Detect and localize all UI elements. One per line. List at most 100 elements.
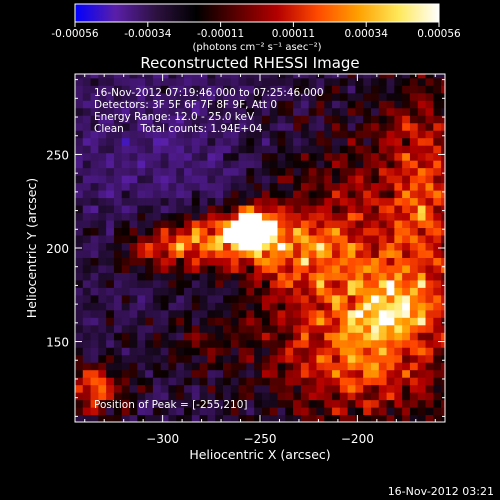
heatmap-cell (293, 399, 302, 408)
heatmap-cell (129, 167, 138, 176)
heatmap-cell (113, 137, 123, 146)
heatmap-cell (409, 190, 419, 199)
heatmap-cell (300, 264, 310, 273)
heatmap-cell (269, 414, 279, 422)
heatmap-cell (137, 339, 146, 348)
heatmap-cell (277, 242, 286, 251)
heatmap-cell (378, 107, 388, 116)
heatmap-cell (238, 257, 247, 266)
heatmap-cell (121, 369, 131, 378)
heatmap-cell (394, 115, 403, 124)
heatmap-cell (184, 309, 193, 318)
heatmap-cell (160, 92, 170, 101)
heatmap-cell (82, 219, 92, 229)
heatmap-cell (199, 309, 209, 318)
heatmap-cell (285, 324, 294, 333)
heatmap-cell (90, 287, 99, 296)
heatmap-cell (223, 377, 232, 386)
heatmap-cell (269, 264, 279, 273)
heatmap-cell (269, 362, 279, 371)
heatmap-cell (113, 197, 123, 206)
heatmap-cell (82, 175, 92, 184)
heatmap-cell (129, 332, 138, 341)
heatmap-cell (176, 302, 185, 311)
heatmap-cell (277, 167, 286, 176)
heatmap-cell (409, 362, 419, 371)
heatmap-cell (207, 354, 216, 363)
heatmap-cell (402, 354, 411, 363)
heatmap-cell (199, 317, 209, 326)
heatmap-cell (152, 212, 162, 221)
heatmap-cell (82, 257, 92, 266)
heatmap-cell (207, 137, 216, 146)
heatmap-cell (394, 302, 403, 311)
heatmap-cell (441, 219, 445, 229)
heatmap-cell (238, 137, 247, 146)
heatmap-cell (316, 384, 325, 393)
heatmap-cell (308, 242, 318, 251)
heatmap-cell (363, 317, 372, 326)
heatmap-cell (308, 339, 318, 348)
heatmap-cell (386, 152, 395, 161)
heatmap-cell (137, 182, 146, 191)
heatmap-cell (137, 249, 146, 258)
heatmap-cell (207, 219, 216, 229)
heatmap-cell (285, 317, 294, 326)
heatmap-cell (90, 264, 99, 273)
heatmap-cell (308, 294, 318, 303)
heatmap-cell (145, 347, 154, 356)
heatmap-cell (246, 100, 255, 109)
heatmap-cell (425, 257, 434, 266)
heatmap-cell (230, 377, 240, 386)
heatmap-cell (199, 242, 209, 251)
heatmap-cell (363, 197, 372, 206)
heatmap-cell (394, 294, 403, 303)
heatmap-cell (246, 377, 255, 386)
heatmap-cell (230, 74, 240, 79)
heatmap-cell (199, 347, 209, 356)
heatmap-cell (293, 197, 302, 206)
heatmap-cell (98, 145, 107, 154)
heatmap-cell (402, 182, 411, 191)
heatmap-cell (223, 369, 232, 378)
heatmap-cell (261, 212, 271, 221)
heatmap-cell (145, 279, 154, 288)
heatmap-cell (433, 77, 442, 86)
heatmap-cell (300, 294, 310, 303)
heatmap-cell (316, 362, 325, 371)
heatmap-cell (152, 317, 162, 326)
heatmap-cell (207, 362, 216, 371)
peak-position-label: Position of Peak = [-255,210] (94, 399, 248, 411)
heatmap-cell (378, 77, 388, 86)
heatmap-cell (378, 317, 388, 326)
heatmap-cell (98, 392, 107, 401)
heatmap-cell (238, 332, 247, 341)
heatmap-cell (332, 234, 341, 243)
heatmap-cell (191, 384, 201, 393)
heatmap-cell (199, 182, 209, 191)
heatmap-cell (90, 309, 99, 318)
heatmap-cell (238, 392, 247, 401)
heatmap-cell (355, 227, 364, 236)
heatmap-cell (184, 175, 193, 184)
heatmap-cell (355, 77, 364, 86)
heatmap-cell (332, 137, 341, 146)
heatmap-cell (90, 384, 99, 393)
heatmap-cell (293, 257, 302, 266)
heatmap-cell (230, 152, 240, 161)
heatmap-cell (293, 369, 302, 378)
heatmap-cell (254, 264, 263, 273)
heatmap-cell (308, 85, 318, 94)
heatmap-cell (199, 85, 209, 94)
heatmap-cell (215, 257, 224, 266)
heatmap-cell (254, 362, 263, 371)
heatmap-cell (402, 145, 411, 154)
heatmap-cell (129, 85, 138, 94)
heatmap-cell (347, 182, 357, 191)
heatmap-cell (152, 74, 162, 79)
heatmap-cell (324, 130, 333, 139)
heatmap-cell (98, 74, 107, 79)
heatmap-cell (184, 130, 193, 139)
heatmap-cell (90, 85, 99, 94)
heatmap-cell (261, 362, 271, 371)
